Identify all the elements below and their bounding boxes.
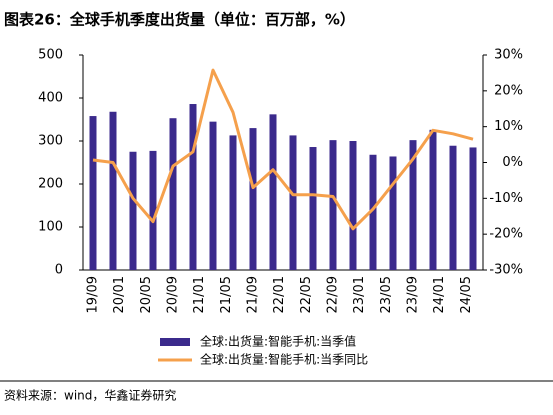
legend-label: 全球:出货量:智能手机:当季同比 xyxy=(200,352,368,367)
x-tick-label: 20/05 xyxy=(139,276,154,313)
legend-label: 全球:出货量:智能手机:当季值 xyxy=(200,334,356,349)
bar xyxy=(409,140,417,270)
bar xyxy=(309,147,317,270)
y-tick-label: 100 xyxy=(38,220,63,235)
x-tick-label: 23/09 xyxy=(406,276,421,313)
y-tick-label: 0 xyxy=(55,263,63,278)
bar xyxy=(369,154,377,270)
y2-tick-label: 0% xyxy=(502,155,523,170)
x-tick-label: 20/01 xyxy=(112,276,127,313)
x-tick-label: 19/09 xyxy=(86,276,101,313)
x-tick-label: 22/05 xyxy=(299,276,314,313)
bar xyxy=(189,104,197,271)
bar xyxy=(469,147,477,270)
y2-tick-label: 10% xyxy=(494,119,523,134)
x-tick-label: 22/09 xyxy=(326,276,341,313)
bar xyxy=(169,118,177,271)
line xyxy=(92,68,474,231)
y2-tick-label: 20% xyxy=(494,83,523,98)
x-tick-label: 20/09 xyxy=(166,276,181,313)
y-tick-label: 400 xyxy=(38,91,63,106)
bar xyxy=(229,135,237,270)
bar xyxy=(349,141,357,270)
y2-tick-label: 30% xyxy=(494,48,523,63)
x-tick-label: 21/01 xyxy=(192,276,207,313)
bar xyxy=(249,128,257,270)
bar xyxy=(149,150,157,270)
y-tick-label: 500 xyxy=(38,48,63,63)
bar xyxy=(269,114,277,270)
y-tick-label: 200 xyxy=(38,177,63,192)
bar xyxy=(389,156,397,270)
bar xyxy=(129,151,137,270)
bar xyxy=(289,135,297,270)
bar xyxy=(209,121,217,271)
legend-swatch xyxy=(160,338,190,346)
x-tick-label: 24/05 xyxy=(459,276,474,313)
y2-tick-label: -30% xyxy=(489,263,523,278)
bar xyxy=(449,145,457,270)
x-tick-label: 22/01 xyxy=(272,276,287,313)
bar xyxy=(89,116,97,270)
bar xyxy=(429,129,437,270)
chart-title: 图表26：全球手机季度出货量（单位：百万部，%） xyxy=(4,11,355,29)
x-tick-label: 23/05 xyxy=(379,276,394,313)
x-tick-label: 24/01 xyxy=(432,276,447,313)
x-tick-label: 23/01 xyxy=(352,276,367,313)
x-tick-label: 21/05 xyxy=(219,276,234,313)
y2-tick-label: -20% xyxy=(489,227,523,242)
y-tick-label: 300 xyxy=(38,134,63,149)
bar xyxy=(109,111,117,270)
y2-tick-label: -10% xyxy=(489,191,523,206)
bar xyxy=(329,140,337,270)
source: 资料来源：wind，华鑫证券研究 xyxy=(4,388,176,403)
x-tick-label: 21/09 xyxy=(246,276,261,313)
